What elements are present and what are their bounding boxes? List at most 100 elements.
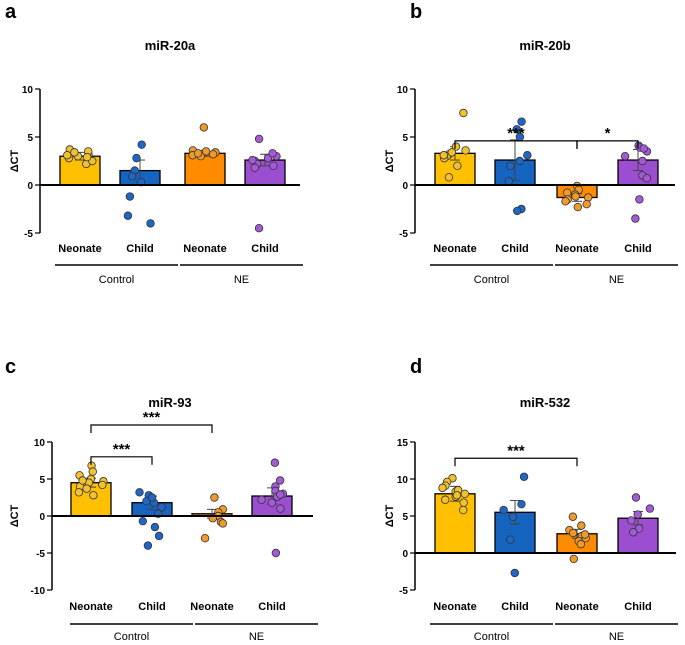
data-point: [269, 161, 278, 170]
data-point: [627, 516, 636, 525]
data-point: [577, 521, 586, 530]
data-point: [452, 491, 462, 500]
data-point: [267, 498, 277, 507]
chart-title: miR-20b: [519, 38, 570, 53]
significance-label: ***: [143, 409, 161, 426]
data-point: [629, 528, 638, 537]
data-point: [582, 199, 591, 209]
data-point: [218, 519, 227, 528]
data-point: [271, 548, 281, 558]
data-point: [257, 495, 266, 504]
data-point: [631, 214, 640, 223]
data-point: [154, 531, 164, 541]
data-point: [88, 467, 97, 476]
data-point: [248, 155, 257, 165]
data-point: [447, 148, 457, 157]
data-point: [453, 161, 462, 170]
data-point: [576, 539, 586, 549]
data-point: [515, 156, 524, 166]
x-tick-label: Child: [138, 601, 166, 613]
data-point: [70, 148, 79, 157]
data-point: [74, 488, 84, 497]
y-tick-label: -5: [399, 229, 408, 240]
data-point: [499, 505, 508, 515]
data-point: [569, 554, 578, 564]
data-point: [451, 142, 461, 151]
data-point: [573, 202, 582, 212]
x-tick-label: Neonate: [69, 601, 112, 613]
y-tick-label: 5: [402, 512, 408, 523]
data-point: [584, 193, 593, 202]
data-point: [270, 458, 280, 467]
data-point: [157, 502, 166, 512]
data-point: [459, 108, 468, 118]
y-axis-label: ΔCT: [384, 504, 396, 527]
y-axis-label: ΔCT: [384, 149, 396, 172]
x-tick-label: Neonate: [58, 243, 101, 255]
y-tick-label: 5: [39, 475, 45, 486]
data-point: [561, 197, 570, 206]
y-tick-label: 15: [397, 438, 409, 449]
y-axis-label: ΔCT: [9, 149, 21, 172]
data-point: [250, 163, 259, 172]
data-point: [150, 522, 160, 532]
y-tick-label: -10: [31, 586, 46, 597]
x-tick-label: Neonate: [433, 243, 476, 255]
data-point: [642, 174, 652, 183]
data-point: [635, 195, 644, 204]
y-tick-label: 10: [34, 438, 46, 449]
data-point: [254, 134, 264, 144]
panel-label: b: [410, 1, 422, 23]
y-tick-label: 10: [397, 475, 409, 486]
data-point: [137, 140, 146, 149]
data-point: [268, 149, 277, 158]
x-tick-label: Neonate: [433, 601, 476, 613]
data-point: [510, 568, 519, 578]
data-point: [125, 192, 135, 201]
data-point: [580, 530, 590, 539]
significance-label: *: [605, 125, 611, 142]
data-point: [441, 495, 450, 504]
data-point: [459, 498, 468, 507]
chart-title: miR-532: [520, 395, 571, 410]
x-tick-label: Child: [624, 601, 652, 613]
y-tick-label: -5: [399, 586, 408, 597]
y-tick-label: 0: [27, 181, 33, 192]
bar-d-0: [434, 493, 476, 554]
data-point: [631, 493, 641, 502]
group-label: Control: [474, 631, 509, 643]
data-point: [201, 147, 211, 156]
significance-label: ***: [113, 441, 131, 458]
y-tick-label: 5: [402, 133, 408, 144]
data-point: [208, 150, 218, 159]
y-tick-label: -5: [36, 549, 45, 560]
group-label: Control: [474, 274, 509, 286]
y-tick-label: -5: [24, 229, 33, 240]
x-tick-label: Child: [251, 243, 279, 255]
data-point: [132, 153, 141, 163]
data-point: [63, 151, 72, 160]
data-point: [519, 472, 529, 481]
data-point: [146, 219, 155, 228]
data-point: [439, 151, 448, 160]
data-point: [254, 223, 264, 233]
x-tick-label: Neonate: [555, 243, 598, 255]
group-label: NE: [234, 274, 249, 286]
data-point: [89, 491, 98, 500]
data-point: [513, 206, 522, 216]
group-label: NE: [609, 274, 624, 286]
data-point: [523, 151, 532, 160]
data-point: [444, 173, 454, 182]
data-point: [506, 535, 515, 544]
x-tick-label: Child: [258, 601, 286, 613]
data-point: [460, 489, 470, 498]
significance-bracket: [454, 140, 578, 149]
data-point: [512, 125, 521, 134]
y-tick-label: 0: [402, 549, 408, 560]
data-point: [135, 488, 144, 497]
data-point: [568, 528, 578, 538]
data-point: [82, 484, 91, 493]
significance-bracket: [90, 456, 153, 465]
data-point: [78, 476, 87, 485]
